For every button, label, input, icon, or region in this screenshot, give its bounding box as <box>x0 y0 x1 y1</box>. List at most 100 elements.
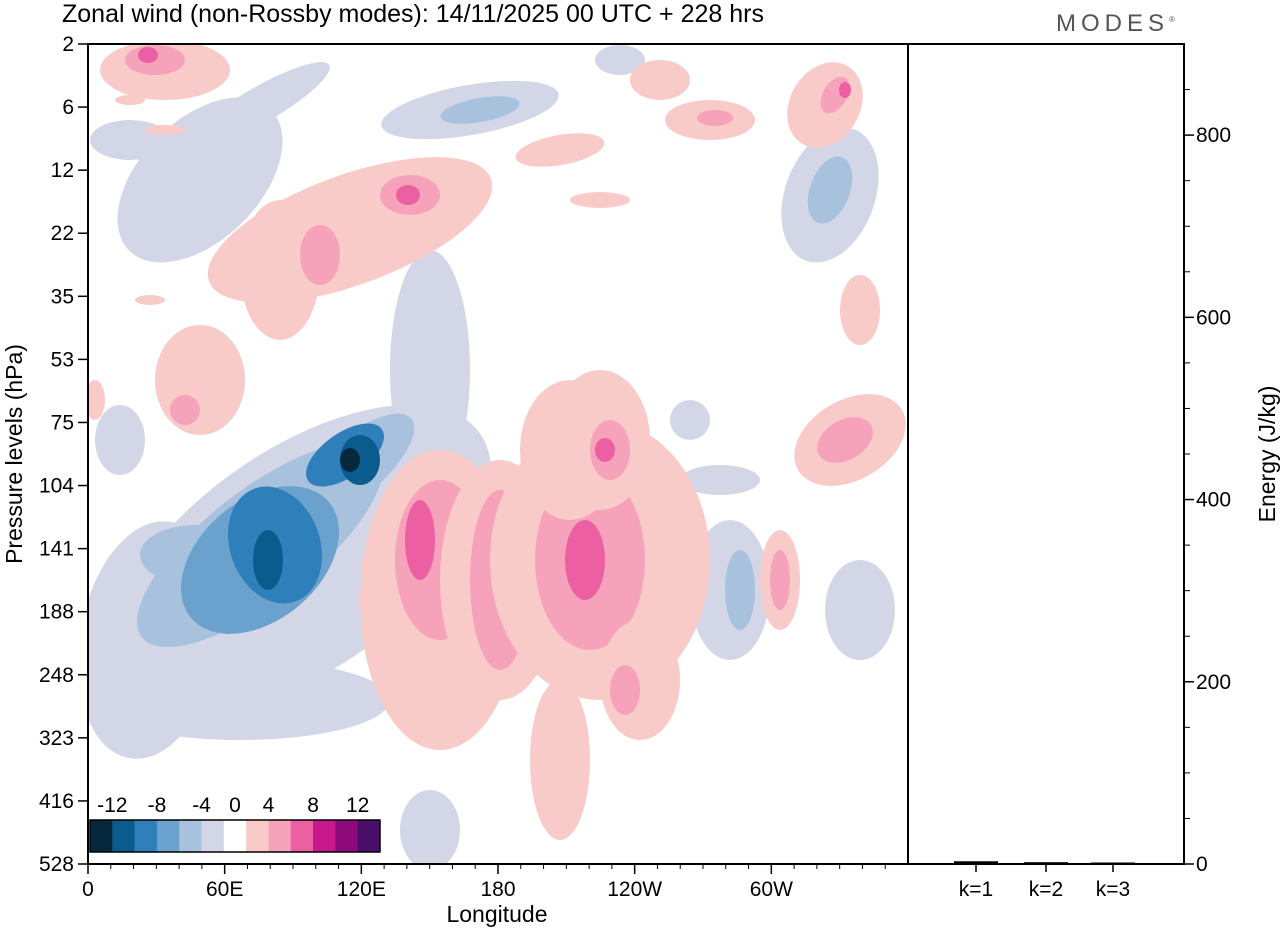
x-tick-label: 120W <box>607 878 662 901</box>
energy-category-label: k=1 <box>959 878 993 901</box>
energy-tick-label: 400 <box>1196 489 1231 512</box>
contour-blob <box>807 156 853 224</box>
contour-blob <box>138 47 158 63</box>
colorbar-swatch <box>313 820 336 852</box>
x-tick-label: 0 <box>82 878 94 901</box>
x-tick-label: 60E <box>206 878 243 901</box>
colorbar-swatch <box>246 820 269 852</box>
energy-panel-frame <box>907 43 1185 865</box>
colorbar-swatch <box>335 820 359 852</box>
y-tick-label: 323 <box>39 727 74 750</box>
colorbar-label: -12 <box>97 794 127 817</box>
contour-blob <box>253 530 283 590</box>
contour-blob <box>725 550 755 630</box>
contour-blob <box>697 110 733 126</box>
colorbar-frame <box>89 819 381 853</box>
contour-blob <box>670 400 710 440</box>
contour-blob <box>515 133 605 167</box>
contour-blob <box>115 95 145 105</box>
contour-blob <box>595 438 615 462</box>
contour-blob <box>530 680 590 840</box>
energy-tick-label: 0 <box>1196 853 1208 876</box>
x-tick-label: 60W <box>750 878 793 901</box>
colorbar-swatch <box>357 820 381 852</box>
colorbar-label: 0 <box>229 794 241 817</box>
colorbar-label: -4 <box>192 794 211 817</box>
contour-blob <box>817 417 873 463</box>
contour-blob <box>135 295 165 305</box>
contour-blob <box>595 45 645 75</box>
contour-blob <box>300 225 340 285</box>
energy-bar <box>1024 862 1068 864</box>
y-tick-label: 75 <box>51 411 74 434</box>
contour-blob <box>240 200 320 340</box>
x-tick-label: 120E <box>337 878 386 901</box>
contour-blob <box>405 500 435 580</box>
x-axis-title: Longitude <box>446 901 547 927</box>
energy-bars: k=1 k=2 k=3 <box>954 861 1135 901</box>
contour-blob <box>839 82 851 98</box>
contour-blob <box>88 380 105 420</box>
colorbar-swatch <box>156 820 180 852</box>
y-tick-label: 12 <box>51 159 74 182</box>
x-axis: 0 60E 120E 180 120W 60W <box>82 864 886 901</box>
colorbar-swatch <box>134 820 158 852</box>
energy-bar <box>1091 862 1135 864</box>
colorbar-swatch <box>201 820 225 852</box>
y-tick-label: 35 <box>51 285 74 308</box>
x-tick-label: 180 <box>480 878 515 901</box>
contour-blob <box>680 465 760 495</box>
contour-blob <box>440 96 520 124</box>
contour-blob <box>825 560 895 660</box>
y-tick-label: 22 <box>51 222 74 245</box>
colorbar-swatch <box>179 820 203 852</box>
contour-blob <box>565 520 605 600</box>
y-tick-label: 141 <box>39 538 74 561</box>
energy-category-label: k=3 <box>1096 878 1130 901</box>
contour-blob <box>570 192 630 208</box>
energy-tick-label: 600 <box>1196 306 1231 329</box>
contour-blob <box>155 325 245 435</box>
y-tick-label: 188 <box>39 601 74 624</box>
contour-blob <box>190 62 330 148</box>
contour-blob <box>630 60 690 100</box>
colorbar-swatch <box>112 820 136 852</box>
colorbar-label: -8 <box>148 794 167 817</box>
contour-blob <box>770 550 790 610</box>
y-tick-label: 528 <box>39 853 74 876</box>
contour-blob <box>400 790 460 864</box>
colorbar-swatch <box>268 820 292 852</box>
contour-blob <box>340 448 360 472</box>
colorbar-label: 12 <box>346 794 369 817</box>
y-tick-label: 53 <box>51 348 74 371</box>
energy-bar <box>954 861 998 864</box>
contour-blob <box>95 405 145 475</box>
energy-tick-label: 200 <box>1196 671 1231 694</box>
chart-title: Zonal wind (non-Rossby modes): 14/11/202… <box>62 0 764 28</box>
y-tick-label: 6 <box>62 96 74 119</box>
contour-blob <box>610 665 640 715</box>
energy-axis-title: Energy (J/kg) <box>1254 386 1280 523</box>
contour-blob <box>396 185 420 205</box>
y-tick-label: 104 <box>39 475 74 498</box>
y-axis: 2 6 12 22 35 53 75 104 141 188 248 323 416 528 <box>39 33 88 876</box>
energy-axis: 0 200 400 600 800 <box>1184 89 1231 876</box>
energy-tick-label: 800 <box>1196 124 1231 147</box>
y-tick-label: 416 <box>39 790 74 813</box>
y-tick-label: 2 <box>62 33 74 56</box>
contour-blob <box>90 660 390 740</box>
colorbar-label: 8 <box>307 794 319 817</box>
contour-blob <box>170 395 200 425</box>
colorbar: -12 -8 -4 0 4 8 12 <box>89 794 381 853</box>
contour-blob <box>145 125 185 135</box>
colorbar-swatch <box>223 820 247 852</box>
colorbar-swatch <box>290 820 314 852</box>
contour-blob <box>840 275 880 345</box>
brand-logo: MODES® <box>1056 10 1175 37</box>
colorbar-label: 4 <box>263 794 275 817</box>
energy-category-label: k=2 <box>1029 878 1063 901</box>
y-axis-title: Pressure levels (hPa) <box>1 344 27 564</box>
y-tick-label: 248 <box>39 664 74 687</box>
colorbar-swatch <box>90 820 113 852</box>
